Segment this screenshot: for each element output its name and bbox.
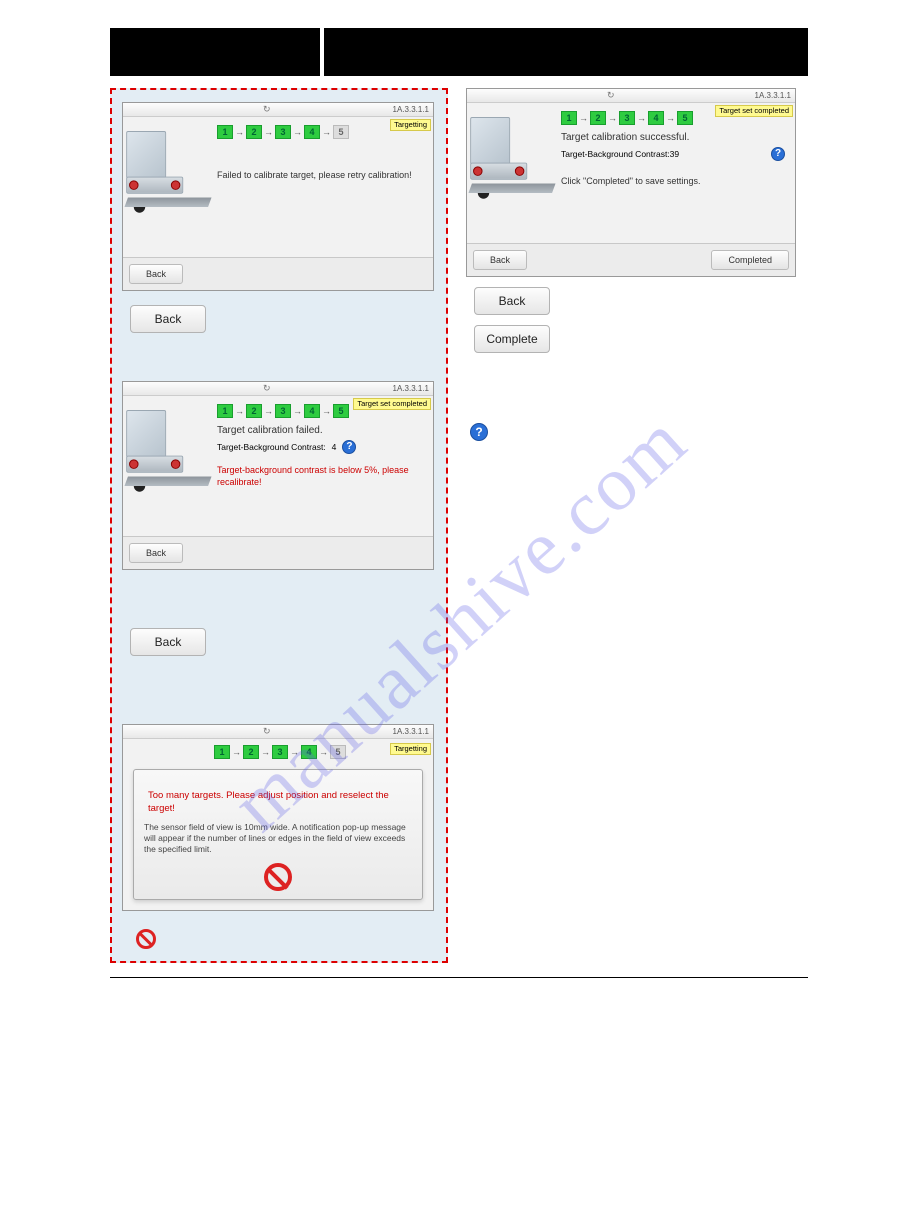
title-icon: ↻ <box>263 726 271 737</box>
header-left <box>110 28 320 76</box>
footer-divider <box>110 977 808 978</box>
screenshot-calibration-failed-retry: ↻ 1A.3.3.1.1 1→ 2→ 3→ <box>122 102 434 291</box>
status-badge: Target set completed <box>715 105 793 117</box>
help-icon[interactable]: ? <box>771 147 785 161</box>
window-titlebar: ↻ 1A.3.3.1.1 <box>123 725 433 739</box>
status-badge: Targetting <box>390 119 431 131</box>
help-icon[interactable]: ? <box>470 423 488 441</box>
title-icon: ↻ <box>607 90 615 101</box>
titlebar-ref: 1A.3.3.1.1 <box>393 384 429 393</box>
titlebar-ref: 1A.3.3.1.1 <box>393 105 429 114</box>
back-button[interactable]: Back <box>129 543 183 563</box>
contrast-line: Target-Background Contrast:39 ? <box>561 147 785 161</box>
back-button[interactable]: Back <box>474 287 550 315</box>
header-right <box>324 28 808 76</box>
back-button[interactable]: Back <box>473 250 527 270</box>
screenshot-calibration-success: ↻ 1A.3.3.1.1 1→ 2→ 3→ <box>466 88 796 277</box>
prohibited-icon <box>136 929 156 949</box>
warning-dialog: Too many targets. Please adjust position… <box>133 769 423 900</box>
device-illustration <box>123 396 213 536</box>
device-illustration <box>123 117 213 257</box>
contrast-label: Target-Background Contrast: <box>217 442 326 452</box>
contrast-label: Target-Background Contrast:39 <box>561 149 679 159</box>
dialog-note: The sensor field of view is 10mm wide. A… <box>144 822 412 855</box>
completed-button[interactable]: Completed <box>711 250 789 270</box>
status-badge: Target set completed <box>353 398 431 410</box>
error-message: Failed to calibrate target, please retry… <box>217 169 423 181</box>
title-icon: ↻ <box>263 104 271 115</box>
warning-message: Target-background contrast is below 5%, … <box>217 464 423 488</box>
error-screens-panel: ↻ 1A.3.3.1.1 1→ 2→ 3→ <box>110 88 448 963</box>
status-badge: Targetting <box>390 743 431 755</box>
result-title: Target calibration successful. <box>561 131 785 145</box>
window-titlebar: ↻ 1A.3.3.1.1 <box>123 382 433 396</box>
result-title: Target calibration failed. <box>217 424 423 438</box>
instruction-text: Click "Completed" to save settings. <box>561 175 785 187</box>
contrast-line: Target-Background Contrast: 4 ? <box>217 440 423 454</box>
wizard-steps: 1→ 2→ 3→ 4→ 5 <box>135 745 425 759</box>
screenshot-contrast-low: ↻ 1A.3.3.1.1 1→ 2→ 3→ <box>122 381 434 570</box>
contrast-value: 4 <box>332 442 337 452</box>
titlebar-ref: 1A.3.3.1.1 <box>393 727 429 736</box>
screenshot-too-many-targets: ↻ 1A.3.3.1.1 1→ 2→ 3→ 4→ 5 Targetting To… <box>122 724 434 911</box>
title-icon: ↻ <box>263 383 271 394</box>
help-icon[interactable]: ? <box>342 440 356 454</box>
page-header <box>110 28 808 76</box>
titlebar-ref: 1A.3.3.1.1 <box>755 91 791 100</box>
window-titlebar: ↻ 1A.3.3.1.1 <box>467 89 795 103</box>
device-illustration <box>467 103 557 243</box>
back-button[interactable]: Back <box>130 305 206 333</box>
back-button[interactable]: Back <box>129 264 183 284</box>
prohibited-icon <box>264 863 292 891</box>
window-titlebar: ↻ 1A.3.3.1.1 <box>123 103 433 117</box>
complete-button[interactable]: Complete <box>474 325 550 353</box>
dialog-error: Too many targets. Please adjust position… <box>148 790 408 816</box>
back-button[interactable]: Back <box>130 628 206 656</box>
